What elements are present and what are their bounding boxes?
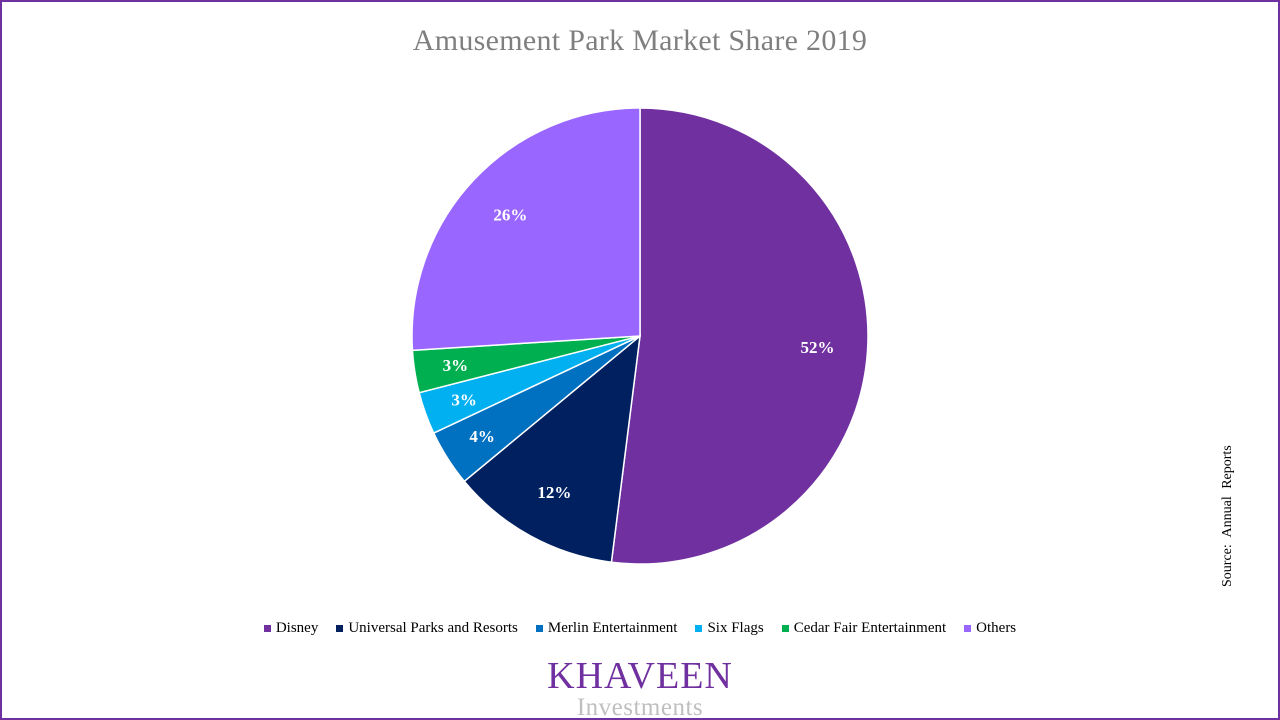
legend-swatch [535,625,543,632]
pie-slice-others [411,107,641,352]
legend-swatch [695,625,703,632]
pie-chart: 52% 12% 4% 3% 3% 26% [411,107,869,565]
legend-item-cedar-fair-entertainment: Cedar Fair Entertainment [781,620,947,637]
legend-label: Merlin Entertainment [547,620,678,636]
pie-slice-disney [610,107,869,565]
legend-label: Six Flags [707,620,764,636]
brand-logo-name: KHAVEEN [547,655,733,697]
legend-swatch [263,625,271,632]
legend-item-six-flags: Six Flags [695,620,764,637]
legend-item-universal-parks-and-resorts: Universal Parks and Resorts [336,620,518,637]
legend-label: Others [976,620,1017,636]
source-note: Source: Annual Reports [1220,445,1235,587]
legend-label: Universal Parks and Resorts [348,620,518,636]
data-label-disney: 52% [800,338,834,357]
chart-title: Amusement Park Market Share 2019 [412,24,868,57]
pie-slice-universal-parks-and-resorts [463,334,641,564]
legend-item-merlin-entertainment: Merlin Entertainment [535,620,678,637]
data-label-six-flags: 3% [451,390,477,409]
legend-label: Cedar Fair Entertainment [793,620,947,636]
legend-item-others: Others [964,620,1016,637]
chart-legend: Disney Universal Parks and Resorts Merlin … [2,620,1278,637]
data-label-universal-parks-and-resorts: 12% [537,483,571,502]
data-label-merlin-entertainment: 4% [469,427,495,446]
brand-logo-subtitle: Investments [576,694,704,720]
data-label-others: 26% [493,205,527,224]
data-label-cedar-fair-entertainment: 3% [443,356,469,375]
legend-swatch [336,625,344,632]
legend-swatch [781,625,789,632]
legend-label: Disney [275,620,319,636]
legend-item-disney: Disney [263,620,319,637]
legend-swatch [964,625,972,632]
